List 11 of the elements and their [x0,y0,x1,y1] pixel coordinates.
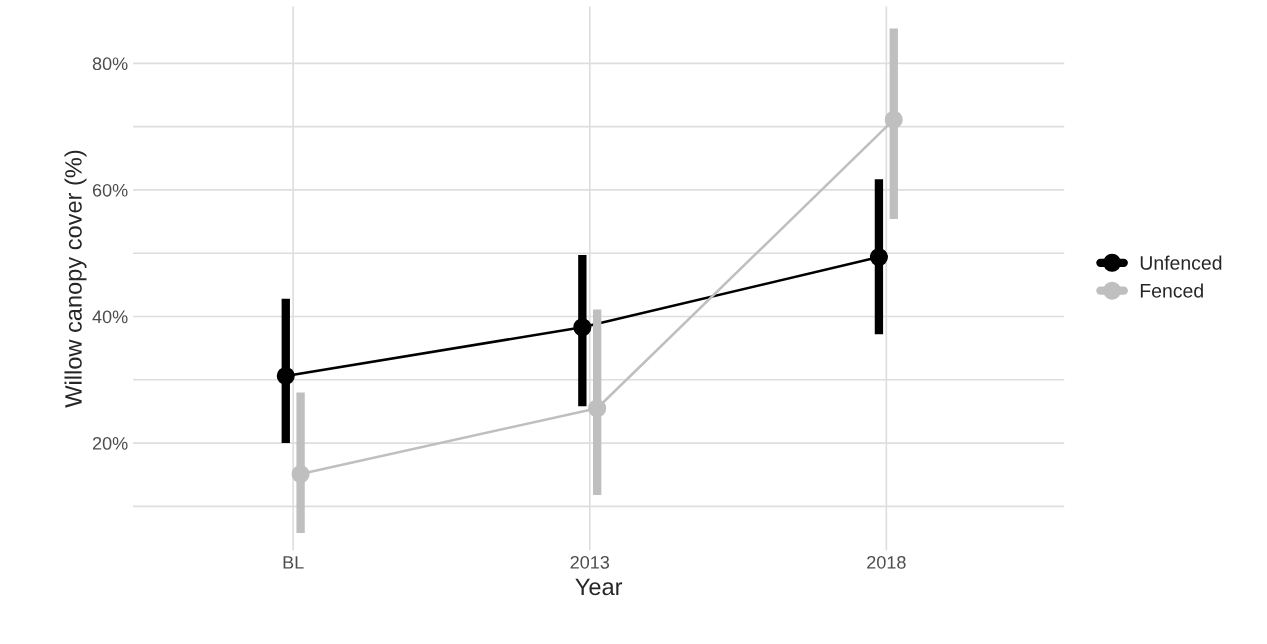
y-tick-label: 40% [92,310,128,324]
legend-label: Unfenced [1140,255,1222,270]
x-axis-title: Year [575,578,623,596]
legend-label: Fenced [1140,283,1203,298]
y-tick-label: 20% [92,436,128,450]
y-tick-label: 60% [92,183,128,197]
y-axis-title: Willow canopy cover (%) [64,150,87,408]
x-tick-label: 2013 [570,555,610,569]
y-tick-label: 80% [92,57,128,71]
x-tick-label: BL [283,556,304,569]
x-tick-label: 2018 [867,555,906,569]
